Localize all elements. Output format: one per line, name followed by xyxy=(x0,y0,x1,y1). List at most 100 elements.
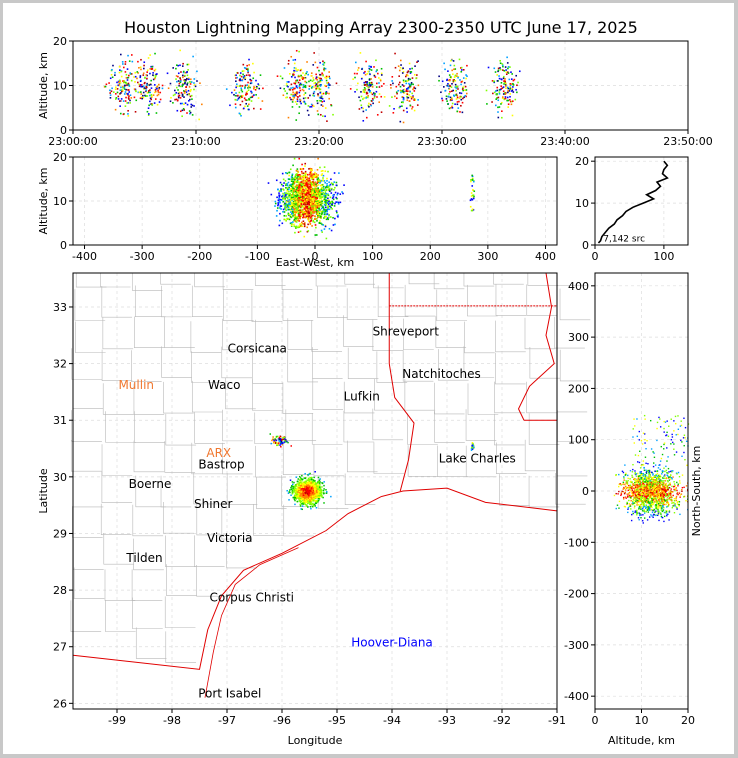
time-altitude-source xyxy=(369,82,372,84)
east-west-source xyxy=(300,183,303,185)
time-altitude-source xyxy=(147,83,150,86)
east-west-source xyxy=(325,203,328,205)
time-altitude-source xyxy=(184,91,186,94)
time-altitude-source xyxy=(255,94,257,96)
east-west-ytick-label: 20 xyxy=(53,151,67,164)
east-west-source xyxy=(299,201,302,203)
east-west-source xyxy=(313,200,316,203)
time-altitude-source xyxy=(438,75,440,78)
east-west-source xyxy=(318,216,320,218)
map-lightning-source xyxy=(304,472,306,475)
east-west-source xyxy=(297,185,299,187)
time-altitude-source xyxy=(460,104,462,107)
map-county-boundary xyxy=(165,631,197,663)
map-lightning-source xyxy=(286,489,288,492)
east-west-xtick-label: 200 xyxy=(420,250,441,263)
east-west-source xyxy=(312,195,314,198)
east-west-source xyxy=(306,183,309,186)
time-altitude-source xyxy=(413,90,416,92)
map-lightning-source xyxy=(296,489,299,491)
time-altitude-source xyxy=(509,88,511,90)
time-altitude-source xyxy=(122,100,125,102)
east-west-source xyxy=(307,196,310,198)
east-west-source xyxy=(307,181,309,183)
time-altitude-source xyxy=(313,52,315,54)
time-altitude-source xyxy=(142,91,145,94)
time-altitude-source xyxy=(461,111,464,114)
time-altitude-source xyxy=(392,111,395,114)
east-west-source xyxy=(294,216,297,218)
time-altitude-source xyxy=(316,78,318,81)
east-west-source xyxy=(323,188,326,191)
time-altitude-source xyxy=(235,74,237,76)
east-west-source xyxy=(291,173,294,176)
time-altitude-source xyxy=(201,103,203,106)
east-west-source xyxy=(308,206,310,209)
east-west-source xyxy=(304,196,307,199)
time-altitude-source xyxy=(292,59,295,61)
east-west-source xyxy=(311,202,313,205)
map-county-boundary xyxy=(72,506,103,538)
time-altitude-source xyxy=(501,116,503,119)
time-altitude-source xyxy=(158,86,161,89)
east-west-source xyxy=(291,202,294,204)
east-west-source xyxy=(309,192,312,195)
time-altitude-source xyxy=(511,83,513,85)
time-altitude-source xyxy=(244,86,246,88)
map-lightning-source xyxy=(318,492,321,495)
time-altitude-source xyxy=(407,77,410,80)
east-west-source xyxy=(320,174,323,177)
east-west-source xyxy=(301,195,304,198)
east-west-source xyxy=(305,185,307,188)
time-altitude-source xyxy=(300,83,303,86)
east-west-source xyxy=(325,237,328,240)
time-altitude-source xyxy=(306,71,308,73)
time-altitude-source xyxy=(365,91,368,94)
map-lightning-source xyxy=(309,476,311,479)
east-west-source xyxy=(337,201,340,204)
time-altitude-source xyxy=(505,85,507,87)
time-altitude-source xyxy=(417,84,420,87)
east-west-source xyxy=(312,203,315,206)
time-altitude-source xyxy=(234,103,237,105)
time-altitude-source xyxy=(189,90,192,93)
time-altitude-source xyxy=(247,81,249,84)
time-altitude-source xyxy=(498,91,501,93)
east-west-source xyxy=(313,196,315,199)
time-altitude-source xyxy=(450,86,453,88)
time-altitude-source xyxy=(189,98,191,101)
time-altitude-source xyxy=(360,77,363,80)
time-altitude-source xyxy=(241,85,244,87)
time-altitude-source xyxy=(286,92,288,95)
map-lightning-source xyxy=(294,495,296,497)
map-county-boundary xyxy=(315,273,347,287)
map-county-boundary xyxy=(435,316,467,348)
east-west-source xyxy=(319,179,322,182)
time-altitude-source xyxy=(134,111,137,113)
time-altitude-ytick-label: 20 xyxy=(53,35,67,48)
time-altitude-source xyxy=(322,92,325,95)
time-altitude-source xyxy=(371,83,374,86)
east-west-source xyxy=(330,178,332,181)
time-altitude-source xyxy=(248,74,250,76)
east-west-source xyxy=(470,179,472,181)
east-west-source xyxy=(317,210,320,212)
east-west-source xyxy=(313,173,315,175)
time-altitude-source xyxy=(253,87,255,90)
time-altitude-source xyxy=(297,74,300,77)
time-altitude-source xyxy=(296,96,299,98)
time-altitude-source xyxy=(364,91,366,94)
time-altitude-source xyxy=(408,86,411,89)
time-altitude-source xyxy=(127,94,129,97)
east-west-source xyxy=(322,193,324,196)
map-lightning-source xyxy=(296,486,299,488)
east-west-source xyxy=(293,191,295,193)
east-west-source xyxy=(321,231,323,233)
histogram-ytick-label: 10 xyxy=(575,197,589,210)
time-altitude-source xyxy=(453,79,455,81)
time-altitude-source xyxy=(506,56,508,59)
time-altitude-source xyxy=(147,114,150,117)
east-west-source xyxy=(311,184,314,186)
map-lightning-source xyxy=(308,473,310,476)
time-altitude-source xyxy=(323,69,326,72)
